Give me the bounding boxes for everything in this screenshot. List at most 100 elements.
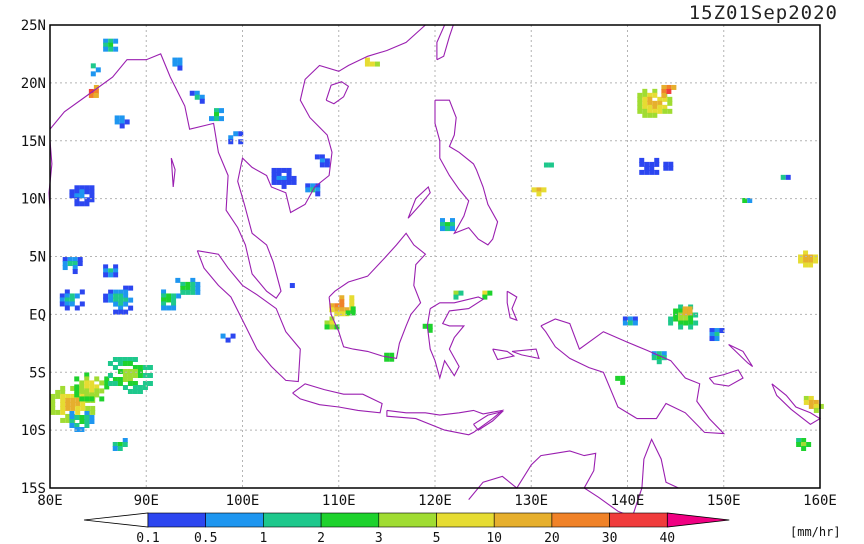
precip-cell (161, 289, 182, 311)
precip-cell (271, 167, 297, 189)
latitude-tick-label: 5N (29, 250, 46, 266)
colorbar-segment (378, 512, 437, 528)
precip-cell (637, 88, 673, 118)
colorbar-level-label: 5 (433, 531, 441, 544)
colorbar-segment (205, 512, 264, 528)
precip-cell (103, 38, 119, 52)
colorbar-level-label: 3 (375, 531, 383, 544)
precip-cell (103, 285, 134, 315)
precip-cell (172, 57, 183, 71)
colorbar-level-label: 0.5 (194, 531, 217, 544)
lat-lon-grid (50, 25, 820, 488)
precip-cell (639, 157, 660, 175)
colorbar-level-label: 2 (317, 531, 325, 544)
latitude-tick-label: 15N (21, 134, 46, 150)
precip-cell (780, 174, 791, 180)
precip-cell (220, 333, 236, 343)
precip-cell (107, 357, 153, 394)
precipitation-layer (50, 38, 824, 451)
precip-cell (661, 84, 677, 98)
coastline (426, 296, 485, 381)
colorbar-level-label: 0.1 (136, 531, 159, 544)
coastline (728, 344, 754, 367)
precip-cell (615, 375, 626, 385)
coastline (325, 81, 350, 105)
colorbar-low-arrow (83, 512, 149, 528)
coastline (511, 348, 540, 360)
precip-cell (175, 277, 201, 295)
precip-cell (189, 90, 205, 104)
precip-cell (709, 328, 725, 342)
precip-cell (364, 57, 380, 67)
latitude-tick-label: 10S (21, 423, 46, 439)
colorbar-segment (609, 512, 668, 528)
longitude-tick-label: 130E (514, 493, 548, 509)
precip-cell (103, 264, 119, 278)
map-timestamp: 15Z01Sep2020 (688, 2, 838, 24)
precip-cell (663, 161, 674, 171)
colorbar-level-label: 40 (659, 531, 675, 544)
colorbar-level-label: 20 (544, 531, 560, 544)
latitude-labels: 25N 20N 15N 10N 5N EQ 5S 10S 15S (21, 18, 46, 497)
latitude-tick-label: EQ (29, 307, 46, 323)
coastline (170, 157, 176, 188)
colorbar-segment (320, 512, 380, 528)
precip-cell (622, 316, 638, 326)
precip-cell (59, 289, 85, 311)
precip-cell (74, 372, 110, 402)
coastline (506, 290, 518, 322)
coastline (468, 438, 679, 518)
latitude-tick-label: 25N (21, 18, 46, 34)
longitude-tick-label: 120E (418, 493, 452, 509)
longitude-labels: 80E 90E 100E 110E 120E 130E 140E 150E 160E (37, 493, 837, 509)
precip-cell (440, 218, 455, 232)
precip-cell (384, 352, 395, 362)
coastline (540, 318, 726, 435)
precip-cell (114, 115, 130, 129)
latitude-tick-label: 20N (21, 76, 46, 92)
coastline (473, 410, 505, 431)
precip-cell (531, 187, 547, 197)
precip-cell (453, 290, 464, 300)
precip-cell (62, 257, 83, 275)
precip-cell (796, 438, 812, 451)
colorbar-segment (263, 512, 322, 528)
coastline (434, 99, 499, 246)
coastline (407, 186, 431, 219)
precip-cell (69, 185, 95, 207)
precip-cell (742, 198, 753, 204)
colorbar-segment (493, 512, 553, 528)
longitude-tick-label: 90E (134, 493, 159, 509)
longitude-tick-label: 150E (707, 493, 741, 509)
map-frame (49, 24, 821, 489)
precip-cell (314, 154, 330, 168)
precip-cell (90, 63, 101, 77)
precip-cell (345, 306, 356, 316)
precip-cell (682, 306, 693, 316)
precip-cell (289, 283, 295, 289)
colorbar-high-arrow (666, 512, 730, 528)
precip-cell (803, 395, 824, 413)
longitude-tick-label: 160E (803, 493, 837, 509)
precip-cell (422, 323, 433, 333)
coastline (492, 348, 516, 361)
precip-cell (112, 438, 128, 451)
longitude-tick-label: 140E (611, 493, 645, 509)
colorbar-segment (147, 512, 207, 528)
colorbar-level-label: 1 (259, 531, 267, 544)
latitude-tick-label: 10N (21, 192, 46, 208)
precip-cell (88, 84, 99, 98)
coastline (436, 24, 455, 61)
coastline (49, 24, 426, 299)
coastline (196, 250, 301, 383)
precip-cell (209, 108, 224, 122)
precip-cell (543, 162, 554, 168)
longitude-tick-label: 110E (322, 493, 356, 509)
coastline (386, 409, 505, 436)
precip-cell (228, 131, 244, 145)
colorbar: 0.1 0.5 1 2 3 5 10 20 30 40 (83, 512, 730, 544)
unit-label: [mm/hr] (790, 525, 841, 539)
precip-cell (798, 250, 819, 268)
colorbar-segment (436, 512, 495, 528)
longitude-tick-label: 80E (37, 493, 62, 509)
